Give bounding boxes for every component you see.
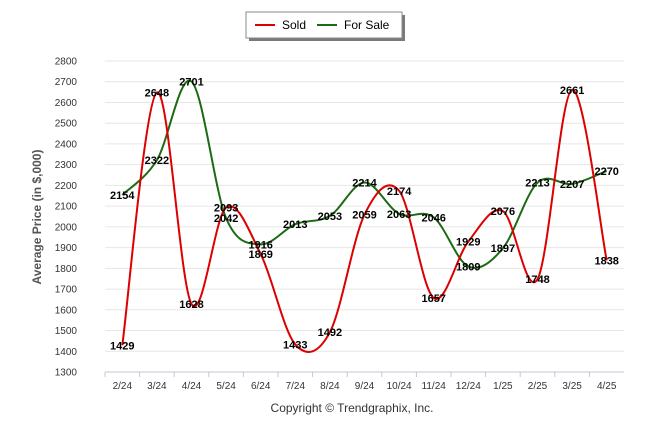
y-tick-label: 1900: [55, 243, 78, 254]
x-tick-label: 5/24: [216, 381, 236, 392]
y-tick-label: 1500: [55, 326, 78, 337]
y-axis-label: Average Price (in $,000): [30, 150, 44, 285]
data-label-for-sale: 2701: [179, 77, 203, 89]
data-label-sold: 1869: [248, 249, 272, 261]
legend: Sold For Sale: [245, 11, 405, 41]
x-axis: 2/24 3/24 4/24 5/24 6/24 7/24 8/24 9/24 10/24 11/…: [104, 372, 617, 392]
data-label-for-sale: 2046: [421, 212, 445, 224]
y-tick-label: 2300: [55, 160, 78, 171]
data-label-sold: 1429: [110, 340, 134, 352]
legend-label-sold[interactable]: Sold: [282, 18, 306, 32]
data-label-for-sale: 1916: [248, 239, 272, 251]
data-label-for-sale: 1809: [456, 261, 480, 273]
data-label-sold: 2076: [491, 206, 515, 218]
y-tick-label: 1600: [55, 305, 78, 316]
x-tick-label: 2/24: [113, 381, 133, 392]
data-label-sold: 2648: [145, 88, 169, 100]
data-label-for-sale: 2213: [525, 178, 549, 190]
data-label-sold: 2174: [387, 186, 412, 198]
data-label-for-sale: 2214: [352, 177, 377, 189]
series-line-sold[interactable]: [121, 88, 608, 353]
x-tick-label: 10/24: [387, 381, 412, 392]
y-tick-label: 1300: [55, 368, 78, 379]
x-tick-label: 4/25: [597, 381, 617, 392]
y-tick-label: 2800: [55, 57, 78, 68]
series-line-for-sale[interactable]: [121, 79, 608, 269]
data-label-sold: 2661: [560, 85, 584, 97]
x-tick-label: 2/25: [528, 381, 548, 392]
data-label-sold: 1492: [318, 327, 342, 339]
data-label-sold: 1628: [179, 299, 203, 311]
y-tick-label: 2700: [55, 77, 78, 88]
legend-label-for-sale[interactable]: For Sale: [344, 18, 390, 32]
copyright-text: Copyright © Trendgraphix, Inc.: [271, 401, 434, 415]
data-label-sold: 1433: [283, 339, 307, 351]
data-label-for-sale: 2013: [283, 219, 307, 231]
y-tick-label: 1700: [55, 285, 78, 296]
data-labels: 1429 2648 1628 2093 1869 1433 1492 2059 2174 1657…: [110, 77, 619, 353]
x-tick-label: 12/24: [456, 381, 481, 392]
data-label-sold: 1838: [594, 255, 618, 267]
x-tick-label: 11/24: [422, 381, 447, 392]
data-label-sold: 1929: [456, 237, 480, 249]
y-tick-label: 2600: [55, 98, 78, 109]
y-tick-label: 2500: [55, 119, 78, 130]
x-tick-label: 4/24: [182, 381, 202, 392]
data-label-for-sale: 2207: [560, 179, 584, 191]
data-label-for-sale: 2053: [318, 211, 342, 223]
data-label-for-sale: 2270: [594, 166, 618, 178]
x-tick-label: 9/24: [355, 381, 375, 392]
x-tick-label: 7/24: [286, 381, 306, 392]
data-label-for-sale: 2322: [145, 155, 169, 167]
data-label-sold: 2059: [352, 210, 376, 222]
x-tick-label: 3/25: [562, 381, 582, 392]
data-label-for-sale: 2063: [387, 209, 411, 221]
data-label-for-sale: 2042: [214, 213, 238, 225]
x-tick-label: 3/24: [147, 381, 167, 392]
grid: [105, 60, 624, 373]
data-label-for-sale: 1897: [491, 243, 515, 255]
x-tick-label: 8/24: [320, 381, 340, 392]
data-label-sold: 1748: [525, 274, 549, 286]
y-tick-label: 2000: [55, 222, 78, 233]
data-label-sold: 1657: [421, 293, 445, 305]
x-tick-label: 6/24: [251, 381, 271, 392]
series-lines: [121, 79, 608, 353]
y-tick-label: 1400: [55, 347, 78, 358]
y-tick-label: 2100: [55, 202, 78, 213]
data-label-sold: 2093: [214, 203, 238, 215]
y-tick-label: 1800: [55, 264, 78, 275]
x-tick-label: 1/25: [493, 381, 513, 392]
data-label-for-sale: 2154: [110, 190, 135, 202]
y-tick-label: 2400: [55, 139, 78, 150]
y-tick-label: 2200: [55, 181, 78, 192]
y-axis: 1300 1400 1500 1600 1700 1800 1900 2000 2100 2200…: [55, 57, 78, 379]
